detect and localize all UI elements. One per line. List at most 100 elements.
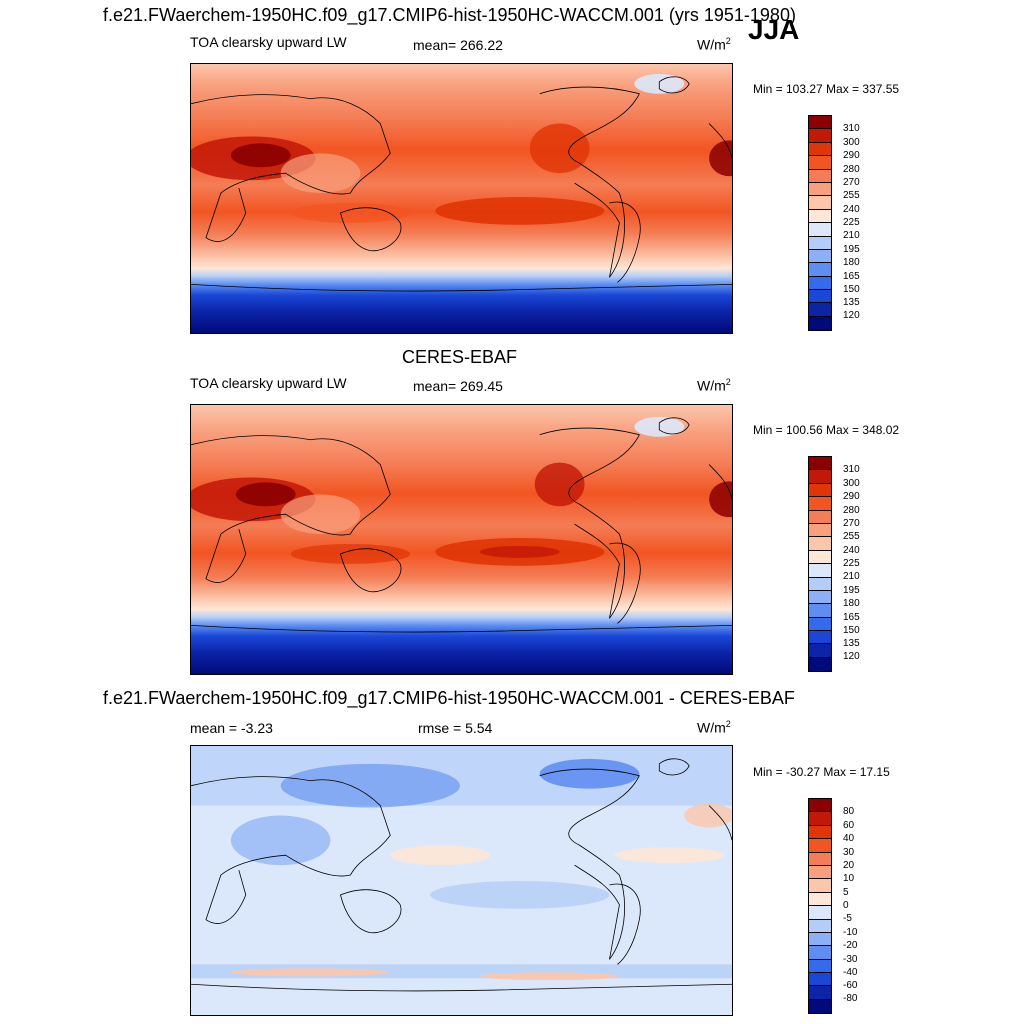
colorbar-label: -60 bbox=[843, 980, 858, 991]
colorbar-label: 225 bbox=[843, 558, 860, 569]
colorbar-swatch bbox=[809, 577, 831, 591]
colorbar-label: -10 bbox=[843, 927, 858, 938]
colorbar-label: 255 bbox=[843, 190, 860, 201]
colorbar-swatch bbox=[809, 812, 831, 826]
colorbar-swatch bbox=[809, 142, 831, 157]
colorbar-swatch bbox=[809, 303, 831, 317]
colorbar-swatch bbox=[809, 604, 831, 618]
panel2-units: W/m2 bbox=[697, 377, 731, 394]
colorbar-swatch bbox=[809, 483, 831, 498]
colorbar-swatch bbox=[809, 959, 831, 974]
colorbar-swatch bbox=[809, 932, 831, 947]
colorbar-swatch bbox=[809, 892, 831, 907]
colorbar-label: 30 bbox=[843, 847, 855, 858]
colorbar-label: -40 bbox=[843, 967, 858, 978]
panel3-units: W/m2 bbox=[697, 719, 731, 736]
panel1-mean-label: mean= 266.22 bbox=[413, 37, 503, 53]
colorbar-label: 280 bbox=[843, 164, 860, 175]
colorbar-label: 5 bbox=[843, 887, 849, 898]
colorbar-label: 310 bbox=[843, 123, 860, 134]
colorbar-swatch bbox=[809, 290, 831, 304]
colorbar-swatch bbox=[809, 316, 831, 331]
panel3-rmse-label: rmse = 5.54 bbox=[418, 720, 493, 736]
colorbar-swatch bbox=[809, 825, 831, 840]
colorbar-swatch bbox=[809, 906, 831, 920]
colorbar-label: 150 bbox=[843, 284, 860, 295]
colorbar-swatch bbox=[809, 839, 831, 853]
colorbar-label: 120 bbox=[843, 651, 860, 662]
colorbar-label: 40 bbox=[843, 833, 855, 844]
panel2-map-svg bbox=[191, 405, 732, 674]
colorbar-label: 180 bbox=[843, 598, 860, 609]
colorbar-swatch bbox=[809, 644, 831, 658]
season-label: JJA bbox=[748, 14, 800, 45]
panel1-colorbar bbox=[808, 115, 832, 332]
colorbar-label: 150 bbox=[843, 625, 860, 636]
colorbar-label: -20 bbox=[843, 940, 858, 951]
colorbar-swatch bbox=[809, 156, 831, 170]
colorbar-label: 165 bbox=[843, 271, 860, 282]
colorbar-label: 300 bbox=[843, 137, 860, 148]
colorbar-label: 165 bbox=[843, 612, 860, 623]
colorbar-swatch bbox=[809, 182, 831, 197]
colorbar-label: 195 bbox=[843, 244, 860, 255]
panel1-variable-label: TOA clearsky upward LW bbox=[190, 34, 347, 50]
panel1-minmax: Min = 103.27 Max = 337.55 bbox=[753, 82, 900, 96]
panel3-minmax: Min = -30.27 Max = 17.15 bbox=[753, 765, 890, 779]
colorbar-swatch bbox=[809, 510, 831, 524]
panel3-colorbar bbox=[808, 798, 832, 1015]
colorbar-label: 80 bbox=[843, 806, 855, 817]
colorbar-label: 310 bbox=[843, 464, 860, 475]
panel2-variable-label: TOA clearsky upward LW bbox=[190, 375, 347, 391]
colorbar-label: 290 bbox=[843, 150, 860, 161]
colorbar-swatch bbox=[809, 946, 831, 960]
panel1-map-svg bbox=[191, 64, 732, 333]
colorbar-swatch bbox=[809, 865, 831, 880]
colorbar-swatch bbox=[809, 657, 831, 672]
colorbar-swatch bbox=[809, 276, 831, 291]
colorbar-label: 0 bbox=[843, 900, 849, 911]
colorbar-swatch bbox=[809, 879, 831, 893]
panel3-title: f.e21.FWaerchem-1950HC.f09_g17.CMIP6-his… bbox=[103, 688, 795, 708]
panel2-minmax: Min = 100.56 Max = 348.02 bbox=[753, 423, 900, 437]
colorbar-swatch bbox=[809, 617, 831, 632]
colorbar-swatch bbox=[809, 457, 831, 471]
colorbar-label: 180 bbox=[843, 257, 860, 268]
colorbar-swatch bbox=[809, 631, 831, 645]
colorbar-label: 210 bbox=[843, 571, 860, 582]
colorbar-label: 280 bbox=[843, 505, 860, 516]
panel2-title: CERES-EBAF bbox=[402, 347, 518, 367]
colorbar-label: 240 bbox=[843, 204, 860, 215]
colorbar-swatch bbox=[809, 169, 831, 183]
panel2-mean-label: mean= 269.45 bbox=[413, 378, 503, 394]
colorbar-label: -80 bbox=[843, 993, 858, 1004]
colorbar-swatch bbox=[809, 590, 831, 605]
colorbar-label: 290 bbox=[843, 491, 860, 502]
panel2-colorbar bbox=[808, 456, 832, 673]
colorbar-label: 255 bbox=[843, 531, 860, 542]
panel2-map bbox=[190, 404, 733, 675]
colorbar-swatch bbox=[809, 236, 831, 250]
panel1-units: W/m2 bbox=[697, 36, 731, 53]
colorbar-label: 10 bbox=[843, 873, 855, 884]
colorbar-label: 270 bbox=[843, 518, 860, 529]
colorbar-label: 225 bbox=[843, 217, 860, 228]
colorbar-swatch bbox=[809, 852, 831, 866]
colorbar-label: -5 bbox=[843, 913, 852, 924]
panel1-map bbox=[190, 63, 733, 334]
panel3-mean-label: mean = -3.23 bbox=[190, 720, 273, 736]
colorbar-swatch bbox=[809, 470, 831, 484]
panel3-map-svg bbox=[191, 746, 732, 1015]
colorbar-label: 195 bbox=[843, 585, 860, 596]
colorbar-swatch bbox=[809, 263, 831, 277]
colorbar-swatch bbox=[809, 223, 831, 237]
colorbar-label: 240 bbox=[843, 545, 860, 556]
colorbar-label: -30 bbox=[843, 954, 858, 965]
colorbar-label: 270 bbox=[843, 177, 860, 188]
colorbar-swatch bbox=[809, 799, 831, 813]
colorbar-label: 60 bbox=[843, 820, 855, 831]
colorbar-swatch bbox=[809, 129, 831, 143]
colorbar-swatch bbox=[809, 564, 831, 578]
colorbar-label: 135 bbox=[843, 638, 860, 649]
colorbar-label: 135 bbox=[843, 297, 860, 308]
